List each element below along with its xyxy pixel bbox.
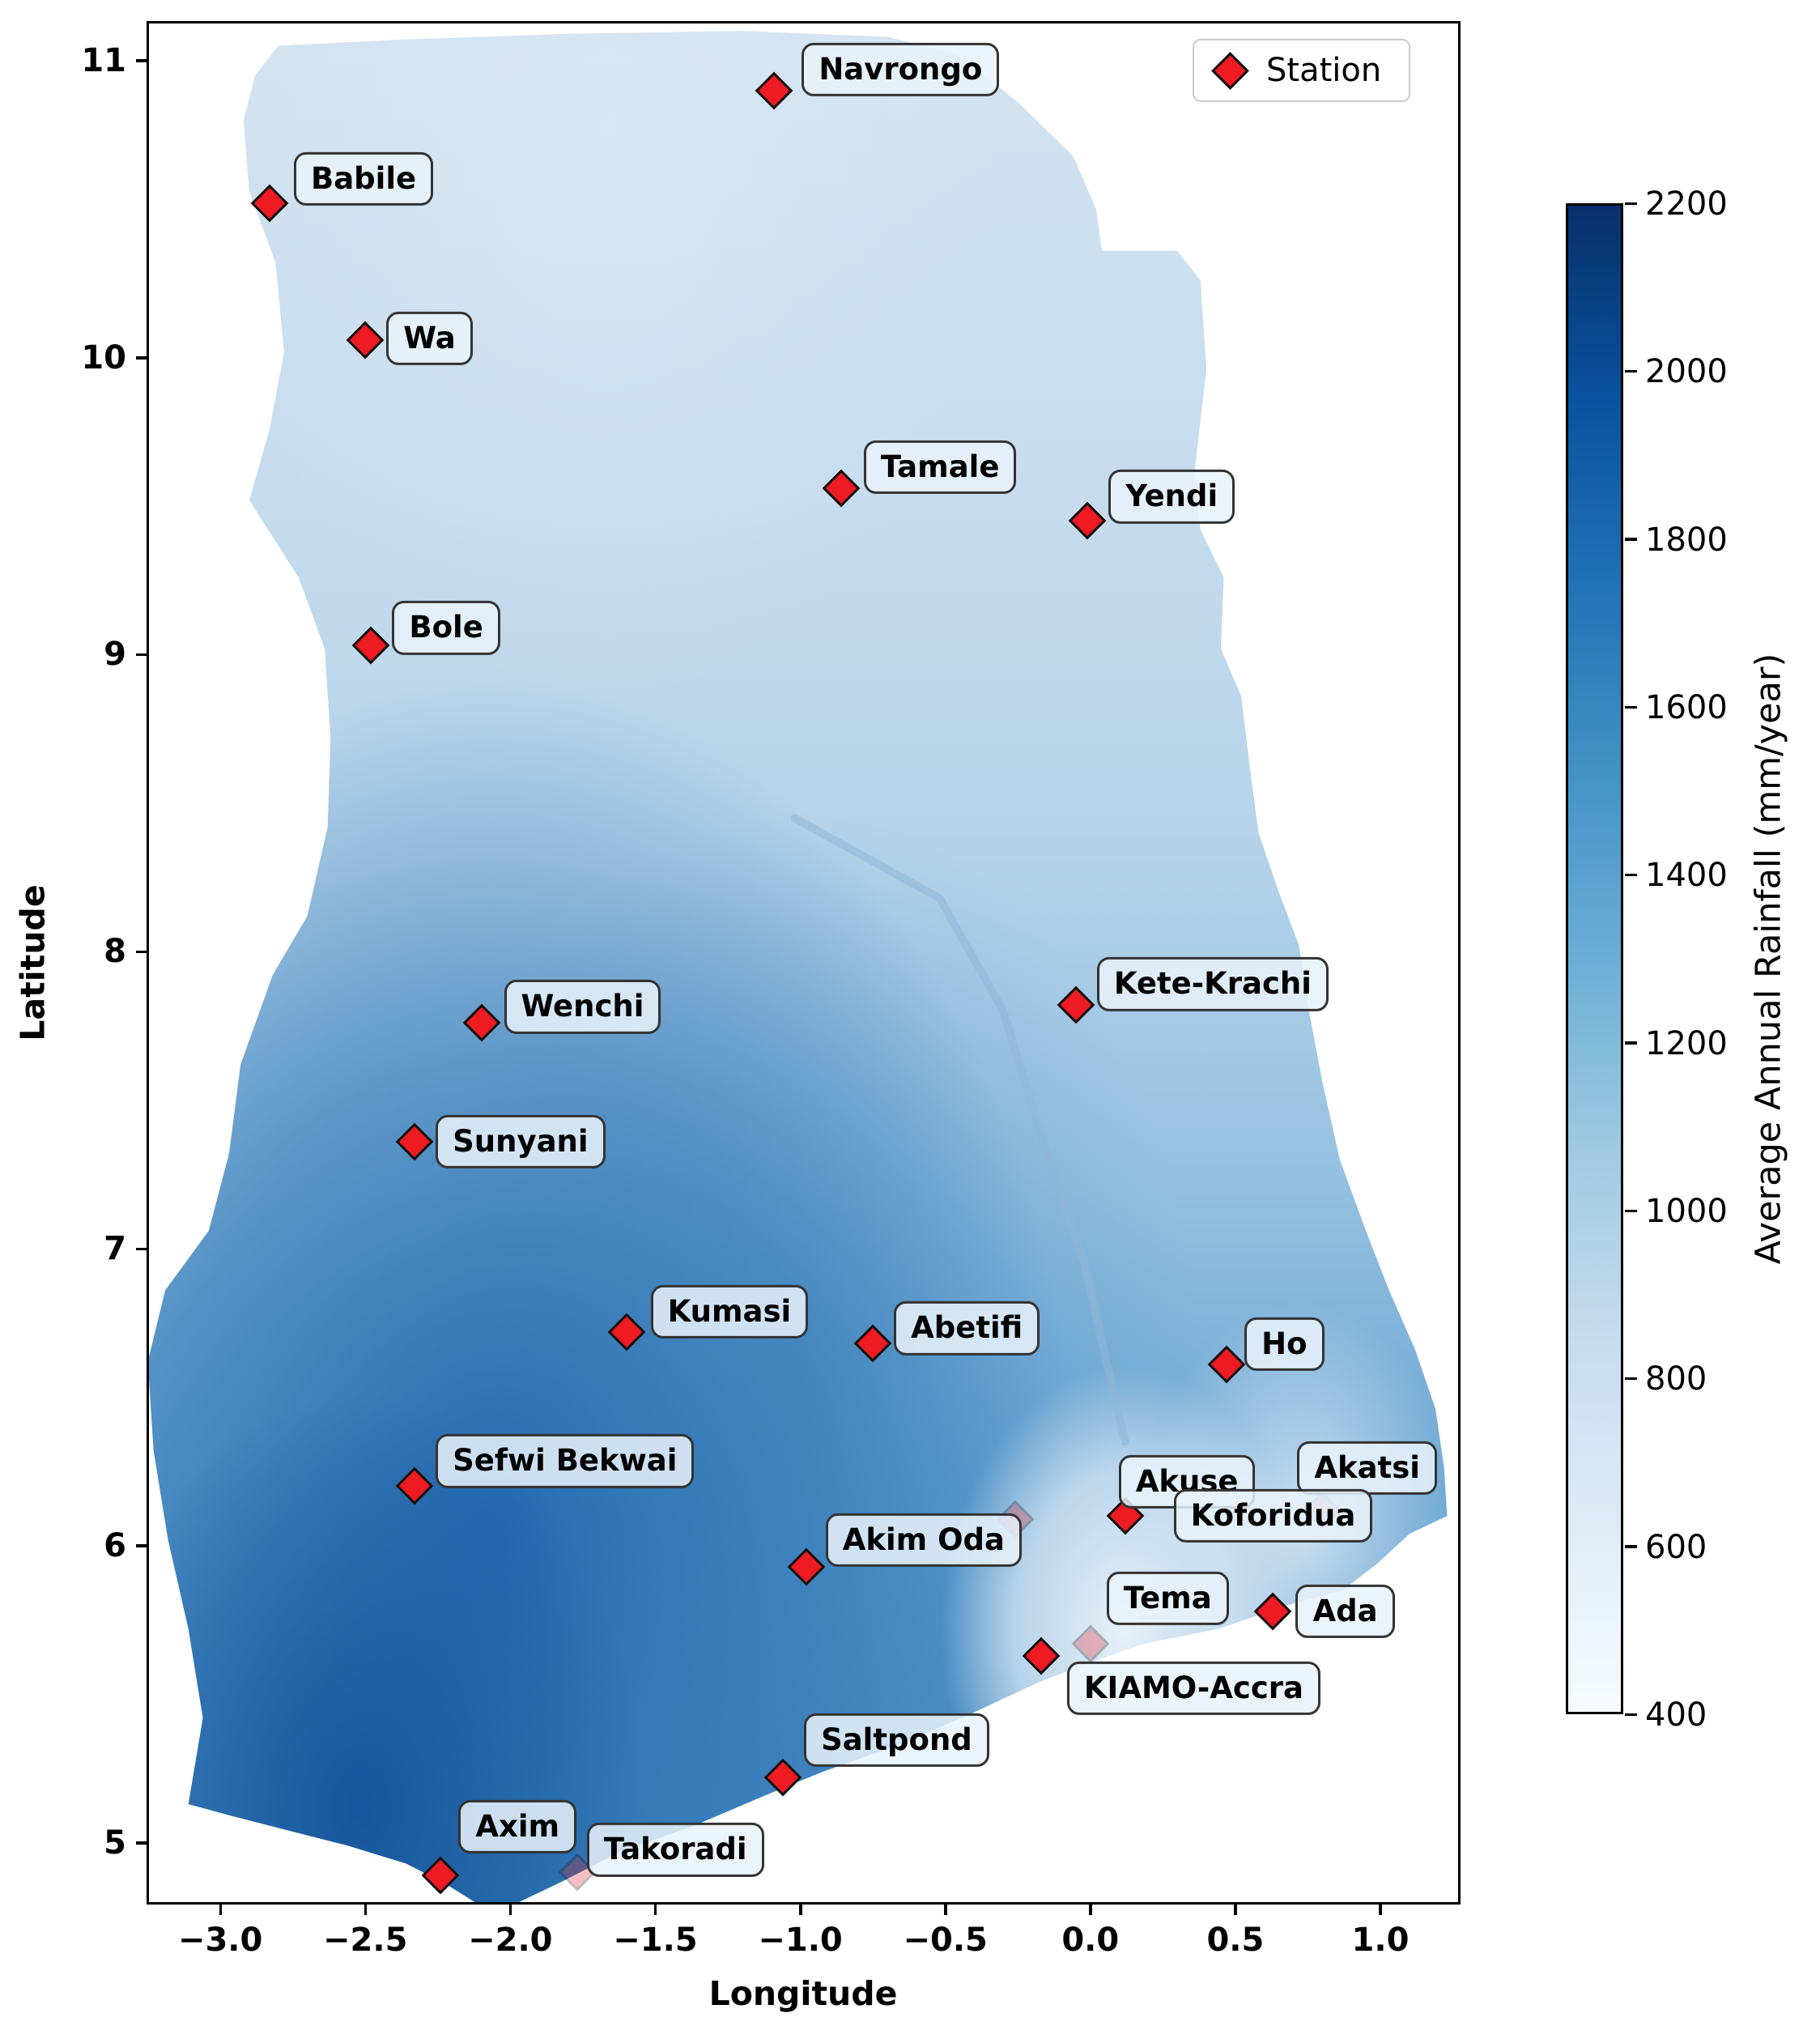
x-axis-tick-label: 0.0 bbox=[1061, 1922, 1120, 1959]
station-label-takoradi: Takoradi bbox=[586, 1823, 764, 1877]
y-axis-tick-label: 9 bbox=[104, 636, 126, 674]
y-axis-tick-label: 8 bbox=[104, 933, 126, 971]
colorbar-tick bbox=[1625, 873, 1637, 877]
colorbar-tick bbox=[1625, 1545, 1637, 1548]
x-axis-title: Longitude bbox=[708, 1974, 898, 2013]
y-axis-tick bbox=[136, 59, 149, 62]
station-label-wenchi: Wenchi bbox=[504, 980, 661, 1034]
y-axis-tick bbox=[136, 1247, 149, 1251]
station-label-wa: Wa bbox=[386, 311, 473, 365]
y-axis-tick bbox=[136, 1841, 149, 1845]
x-axis-tick bbox=[219, 1902, 223, 1915]
station-label-axim: Axim bbox=[458, 1799, 577, 1854]
station-label-ada: Ada bbox=[1295, 1584, 1395, 1638]
colorbar-tick bbox=[1625, 369, 1637, 373]
x-axis-tick-label: 1.0 bbox=[1351, 1922, 1410, 1959]
x-axis-tick-label: −0.5 bbox=[903, 1922, 988, 1959]
station-label-akim-oda: Akim Oda bbox=[825, 1513, 1022, 1567]
y-axis-tick bbox=[136, 950, 149, 954]
colorbar-tick bbox=[1625, 705, 1637, 709]
station-label-ho: Ho bbox=[1244, 1317, 1325, 1372]
y-axis-tick bbox=[136, 1544, 149, 1547]
station-label-babile: Babile bbox=[294, 151, 434, 206]
station-marker-icon bbox=[1211, 51, 1249, 90]
station-label-yendi: Yendi bbox=[1108, 470, 1235, 524]
x-axis-tick-label: 0.5 bbox=[1206, 1922, 1265, 1959]
station-label-tema: Tema bbox=[1106, 1571, 1229, 1625]
x-axis-tick bbox=[653, 1902, 657, 1915]
station-label-kumasi: Kumasi bbox=[650, 1284, 809, 1339]
colorbar-tick-label: 1000 bbox=[1645, 1193, 1728, 1230]
colorbar-tick-label: 600 bbox=[1645, 1528, 1707, 1566]
station-label-tamale: Tamale bbox=[863, 440, 1017, 495]
legend-label: Station bbox=[1266, 52, 1382, 89]
station-label-kiamo-accra: KIAMO-Accra bbox=[1066, 1661, 1320, 1715]
y-axis-tick-label: 5 bbox=[104, 1824, 126, 1862]
colorbar-tick bbox=[1625, 1209, 1637, 1212]
colorbar-tick-label: 2200 bbox=[1645, 185, 1728, 223]
colorbar-tick bbox=[1625, 538, 1637, 541]
x-axis-tick-label: −3.0 bbox=[177, 1922, 263, 1959]
colorbar-tick-label: 1800 bbox=[1645, 521, 1728, 559]
volta-lake bbox=[790, 814, 1129, 1446]
y-axis-tick-label: 6 bbox=[104, 1526, 126, 1564]
y-axis-tick bbox=[136, 653, 149, 657]
colorbar-tick-label: 1600 bbox=[1645, 689, 1728, 726]
colorbar-tick-label: 800 bbox=[1645, 1360, 1707, 1398]
x-axis-tick bbox=[508, 1902, 512, 1915]
x-axis-tick bbox=[799, 1902, 802, 1915]
y-axis-tick bbox=[136, 356, 149, 360]
station-label-navrongo: Navrongo bbox=[802, 42, 1000, 96]
colorbar-tick bbox=[1625, 1041, 1637, 1045]
colorbar-label: Average Annual Rainfall (mm/year) bbox=[1748, 653, 1789, 1265]
station-label-abetifi: Abetifi bbox=[894, 1301, 1040, 1356]
colorbar-tick-label: 1200 bbox=[1645, 1024, 1728, 1062]
x-axis-tick-label: −1.0 bbox=[758, 1922, 843, 1959]
colorbar-tick bbox=[1625, 1377, 1637, 1381]
station-label-koforidua: Koforidua bbox=[1173, 1488, 1373, 1543]
colorbar-tick-label: 400 bbox=[1645, 1696, 1707, 1734]
x-axis-tick bbox=[944, 1902, 947, 1915]
legend: Station bbox=[1193, 39, 1411, 102]
x-axis-tick bbox=[1379, 1902, 1382, 1915]
y-axis-tick-label: 7 bbox=[104, 1230, 126, 1268]
x-axis-tick bbox=[364, 1902, 368, 1915]
colorbar-tick bbox=[1625, 202, 1637, 205]
colorbar-tick-label: 1400 bbox=[1645, 857, 1728, 895]
x-axis-tick bbox=[1234, 1902, 1237, 1915]
colorbar bbox=[1566, 203, 1623, 1714]
station-label-sefwi-bekwai: Sefwi Bekwai bbox=[436, 1434, 695, 1488]
x-axis-tick bbox=[1089, 1902, 1092, 1915]
x-axis-tick-label: −1.5 bbox=[613, 1922, 698, 1959]
station-label-saltpond: Saltpond bbox=[804, 1713, 989, 1768]
station-label-bole: Bole bbox=[392, 601, 500, 655]
station-label-sunyani: Sunyani bbox=[436, 1114, 606, 1169]
colorbar-tick bbox=[1625, 1713, 1637, 1716]
colorbar-tick-label: 2000 bbox=[1645, 353, 1728, 391]
station-label-akatsi: Akatsi bbox=[1297, 1441, 1437, 1495]
colorbar-label-wrap: Average Annual Rainfall (mm/year) bbox=[1721, 203, 1815, 1714]
map-plot: Navrongo Babile Wa Tamale Yendi Bole Wenchi Ket… bbox=[149, 23, 1458, 1902]
y-axis-tick-label: 11 bbox=[81, 41, 126, 79]
y-axis-tick-label: 10 bbox=[81, 338, 126, 377]
station-label-kete-krachi: Kete-Krachi bbox=[1096, 957, 1329, 1011]
x-axis-tick-label: −2.0 bbox=[468, 1922, 553, 1959]
x-axis-tick-label: −2.5 bbox=[323, 1922, 408, 1959]
